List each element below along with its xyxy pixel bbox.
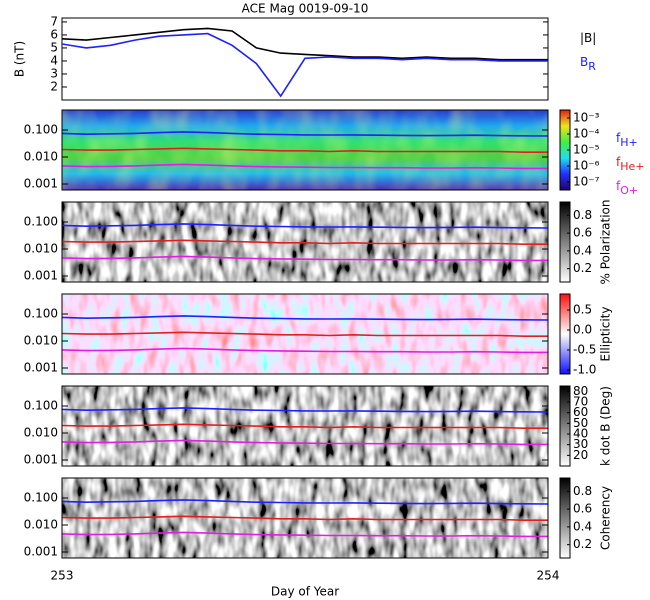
legend-label: fHe+ xyxy=(616,155,645,174)
y-tick-label: 0.001 xyxy=(24,177,58,191)
legend-label: fH+ xyxy=(616,131,638,150)
data-line xyxy=(62,32,548,98)
data-line xyxy=(62,131,548,137)
y-tick-label: 3 xyxy=(50,66,58,80)
y-tick-label: 4 xyxy=(50,53,58,67)
y-tick-label: 0.100 xyxy=(24,490,58,504)
y-tick-label: 0.010 xyxy=(24,150,58,164)
plot-frame xyxy=(61,293,549,375)
data-line xyxy=(62,147,548,153)
y-tick-label: 0.001 xyxy=(24,361,58,375)
y-tick-label: 0.010 xyxy=(24,334,58,348)
y-tick-label: 0.010 xyxy=(24,426,58,440)
plot-frame xyxy=(61,109,549,191)
chart-title: ACE Mag 0019-09-10 xyxy=(242,2,369,16)
colorbar-tick-label: 30 xyxy=(573,437,588,451)
colorbar-tick-label: 0.2 xyxy=(573,537,592,551)
colorbar-tick-label: 20 xyxy=(573,448,588,462)
data-line xyxy=(62,163,548,170)
data-line xyxy=(62,27,548,61)
y-tick-label: 0.001 xyxy=(24,269,58,283)
colorbar-tick-label: 80 xyxy=(573,384,588,398)
data-line xyxy=(62,499,548,505)
x-tick-label: 254 xyxy=(537,569,560,583)
x-tick-label: 253 xyxy=(51,569,74,583)
colorbar-label: Coherency xyxy=(599,486,613,550)
legend-label: fO+ xyxy=(616,179,638,198)
data-line xyxy=(62,531,548,538)
legend-label: |B| xyxy=(580,31,596,45)
data-line xyxy=(62,223,548,229)
colorbar-tick-label: -1.0 xyxy=(573,363,596,377)
colorbar-tick-label: 0.8 xyxy=(573,484,592,498)
colorbar-tick-label: 0.8 xyxy=(573,208,592,222)
y-tick-label: 5 xyxy=(50,40,58,54)
colorbar-tick-label: 40 xyxy=(573,427,588,441)
colorbar-tick-label: 0.4 xyxy=(573,519,592,533)
colorbar-tick-label: 0.6 xyxy=(573,502,592,516)
colorbar xyxy=(559,293,571,375)
colorbar-tick-label: 0.2 xyxy=(573,261,592,275)
colorbar xyxy=(559,201,571,283)
x-axis-label: Day of Year xyxy=(271,585,339,599)
colorbar-tick-label: 70 xyxy=(573,395,588,409)
colorbar-tick-label: 60 xyxy=(573,405,588,419)
colorbar-tick-label: 0.5 xyxy=(573,303,592,317)
colorbar-tick-label: 0.4 xyxy=(573,243,592,257)
y-tick-label: 0.010 xyxy=(24,242,58,256)
colorbar-label: Ellipticity xyxy=(599,307,613,362)
y-tick-label: 0.001 xyxy=(24,453,58,467)
plot-frame xyxy=(61,201,549,283)
y-tick-label: 0.100 xyxy=(24,398,58,412)
y-tick-label: 0.100 xyxy=(24,122,58,136)
data-line xyxy=(62,347,548,354)
plot-frame xyxy=(61,477,549,559)
data-line xyxy=(62,331,548,337)
plot-frame xyxy=(61,385,549,467)
colorbar-tick-label: 10⁻⁵ xyxy=(573,143,600,157)
colorbar xyxy=(559,477,571,559)
colorbar-tick-label: 10⁻⁶ xyxy=(573,159,600,173)
data-line xyxy=(62,439,548,446)
y-tick-label: 7 xyxy=(50,14,58,28)
data-line xyxy=(62,239,548,245)
colorbar-label: k dot B (Deg) xyxy=(599,386,613,466)
legend-label: BR xyxy=(580,55,596,74)
y-tick-label: 2 xyxy=(50,79,58,93)
data-line xyxy=(62,255,548,262)
colorbar-tick-label: -0.5 xyxy=(573,343,596,357)
colorbar xyxy=(559,385,571,467)
colorbar-tick-label: 0.6 xyxy=(573,226,592,240)
data-line xyxy=(62,315,548,321)
y-tick-label: 6 xyxy=(50,27,58,41)
y-tick-label: 0.010 xyxy=(24,518,58,532)
colorbar-tick-label: 10⁻³ xyxy=(573,111,600,125)
data-line xyxy=(62,407,548,413)
y-tick-label: 0.100 xyxy=(24,306,58,320)
y-tick-label: 0.001 xyxy=(24,545,58,559)
colorbar-tick-label: 10⁻⁴ xyxy=(573,127,600,141)
y-tick-label: 0.100 xyxy=(24,214,58,228)
colorbar-label: % Polarization xyxy=(599,200,613,285)
colorbar-tick-label: 50 xyxy=(573,416,588,430)
colorbar-tick-label: 10⁻⁷ xyxy=(573,175,600,189)
y-axis-label: B (nT) xyxy=(13,41,27,77)
data-line xyxy=(62,515,548,521)
data-line xyxy=(62,423,548,429)
colorbar-tick-label: 0.0 xyxy=(573,323,592,337)
